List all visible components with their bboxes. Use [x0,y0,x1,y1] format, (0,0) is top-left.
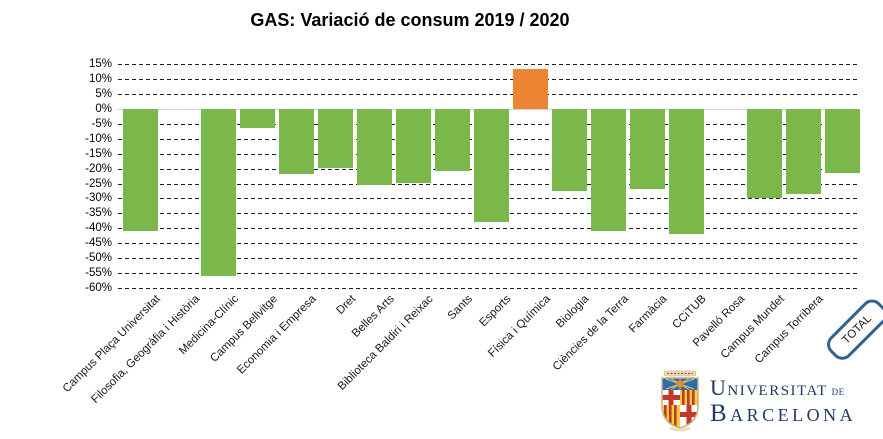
y-axis-tick-label: -50% [85,252,112,265]
ub-logo-text: Universitat de Barcelona [710,374,857,427]
bar-economia-i-empresa [278,108,314,175]
category-label-campus-bellvitge: Campus Bellvitge [208,293,280,365]
y-axis-tick-label: -30% [85,192,112,205]
ub-word-de: de [831,382,845,398]
chart-title: GAS: Variació de consum 2019 / 2020 [250,10,570,30]
bar-campus-bellvitge [239,108,275,129]
y-axis-tick-label: -35% [85,207,112,220]
gridline [118,78,858,80]
gridline [118,243,858,245]
bar-biblioteca-baldiri-i-reixac [395,108,431,184]
gridline [118,93,858,95]
ub-shield-icon [661,370,699,432]
bar-campus-mundet [746,108,782,199]
y-axis-tick-label: -45% [85,237,112,250]
bar-medicina-cl-nic [200,108,236,277]
gridline [118,258,858,260]
bar-belles-arts [356,108,392,185]
category-label-dret: Dret [333,293,358,317]
bar-total [824,108,860,173]
y-axis-tick-label: -40% [85,222,112,235]
bar-campus-torribera [785,108,821,194]
y-axis-tick-label: 15% [88,58,112,70]
y-axis-tick-label: -60% [85,282,112,294]
category-label-esports: Esports [477,293,514,330]
y-axis-tick-label: 0% [95,102,112,115]
category-label-campus-torribera: Campus Torribera [752,293,826,366]
gridline [118,273,858,275]
bar-dret [317,108,353,169]
category-label-farm-cia: Farmàcia [627,293,670,336]
bar-campus-pla-a-universitat [123,108,158,232]
y-axis-tick-label: -25% [85,177,112,190]
y-axis-tick-label: -10% [85,132,112,145]
ub-word-universitat: Universitat [710,374,828,400]
category-label-ccitub: CCiTUB [670,293,709,332]
y-axis-tick-label: -55% [85,267,112,280]
y-axis-tick-label: 5% [95,87,112,100]
category-label-economia-i-empresa: Economia i Empresa [235,293,319,377]
y-axis-tick-label: -15% [85,147,112,160]
gridline [118,228,858,230]
category-label-biologia: Biologia [554,293,592,331]
bar-farm-cia [629,108,665,190]
category-label-ci-ncies-de-la-terra: Ciències de la Terra [550,293,631,374]
bar-esports [473,108,509,223]
ub-word-barcelona: Barcelona [710,399,857,427]
category-label-sants: Sants [445,293,475,323]
category-label-total: TOTAL [822,295,883,365]
bar-biologia [551,108,587,191]
y-axis-tick-label: -5% [91,117,112,130]
universitat-barcelona-logo: Universitat de Barcelona [657,370,856,432]
y-axis-tick-label: -20% [85,162,112,175]
bar-sants [434,108,470,172]
gridline [118,288,858,289]
bar-ccitub [668,108,704,235]
bar-ci-ncies-de-la-terra [590,108,626,232]
y-axis-tick-label: 10% [88,72,112,85]
gridline [118,64,858,65]
bar-f-sica-i-qu-mica [512,68,548,109]
plot-area [118,64,860,289]
